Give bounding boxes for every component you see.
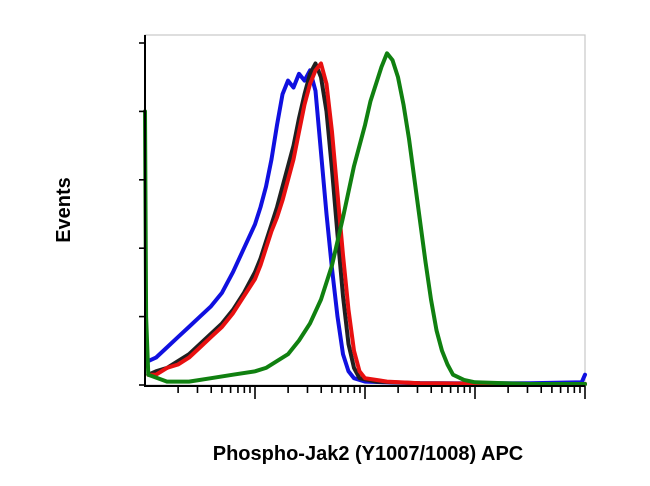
histogram-series-4: [143, 51, 587, 386]
histogram-series-3: [146, 61, 587, 386]
y-axis-title: Events: [53, 177, 75, 243]
x-axis-ticks: [177, 386, 586, 399]
series-layer: [143, 51, 587, 386]
y-axis-ticks: [139, 42, 145, 386]
x-axis-title: Phospho-Jak2 (Y1007/1008) APC: [213, 443, 524, 465]
histogram-series-2: [146, 61, 587, 386]
histogram-series-1: [146, 68, 587, 386]
